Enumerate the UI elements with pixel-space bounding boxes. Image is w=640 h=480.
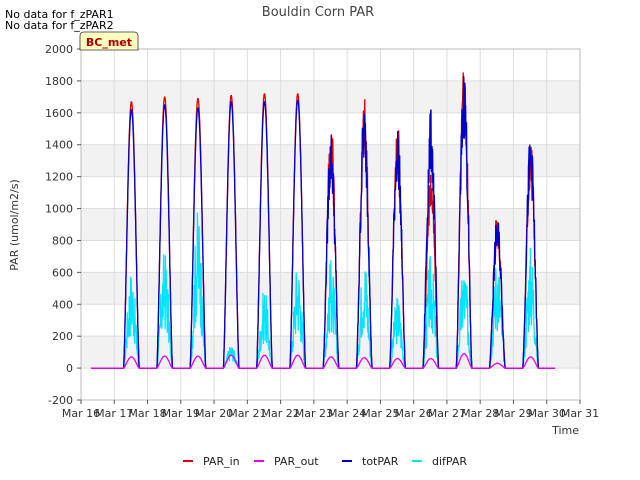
y-tick-label-400: 400 — [52, 298, 73, 311]
x-tick-label-26: Mar 26 — [395, 407, 433, 420]
plot-bands — [81, 80, 580, 369]
badge-label: BC_met — [86, 36, 132, 49]
band-800 — [81, 208, 580, 241]
no-data-note-1: No data for f_zPAR1 — [5, 8, 114, 21]
y-tick-label--200: -200 — [48, 394, 73, 407]
y-tick-label-1600: 1600 — [45, 107, 73, 120]
legend-label-difPAR: difPAR — [432, 455, 467, 468]
x-tick-label-21: Mar 21 — [228, 407, 266, 420]
y-tick-label-800: 800 — [52, 234, 73, 247]
y-axis-label: PAR (umol/m2/s) — [8, 179, 21, 271]
legend: PAR_in PAR_out totPAR difPAR — [183, 455, 467, 468]
x-tick-label-31: Mar 31 — [561, 407, 599, 420]
y-tick-label-1800: 1800 — [45, 75, 73, 88]
y-tick-label-0: 0 — [66, 362, 73, 375]
legend-label-PAR_in: PAR_in — [203, 455, 240, 468]
badge: BC_met — [79, 31, 139, 51]
no-data-note-2: No data for f_zPAR2 — [5, 19, 114, 32]
y-tick-label-200: 200 — [52, 330, 73, 343]
x-tick-label-20: Mar 20 — [195, 407, 233, 420]
y-tick-label-1400: 1400 — [45, 139, 73, 152]
x-tick-label-23: Mar 23 — [295, 407, 333, 420]
y-tick-label-1200: 1200 — [45, 171, 73, 184]
y-tick-label-2000: 2000 — [45, 43, 73, 56]
plot-frame — [80, 48, 581, 401]
x-tick-label-25: Mar 25 — [361, 407, 399, 420]
x-tick-label-17: Mar 17 — [95, 407, 133, 420]
x-tick-label-27: Mar 27 — [428, 407, 466, 420]
series-PAR_out — [91, 353, 556, 369]
y-axis-ticks: -200 0 200 400 600 800 1000 1200 1400 1600 1800 200… — [45, 43, 81, 407]
band-1600 — [81, 80, 580, 113]
badge-box — [79, 31, 139, 51]
x-axis-label: Time — [551, 424, 579, 437]
chart-title: Bouldin Corn PAR — [262, 5, 374, 20]
legend-label-PAR_out: PAR_out — [274, 455, 319, 468]
x-tick-label-29: Mar 29 — [494, 407, 532, 420]
y-tick-label-600: 600 — [52, 266, 73, 279]
x-tick-label-24: Mar 24 — [328, 407, 366, 420]
x-tick-label-18: Mar 18 — [128, 407, 166, 420]
x-tick-label-16: Mar 16 — [62, 407, 100, 420]
x-tick-label-22: Mar 22 — [261, 407, 299, 420]
x-tick-label-30: Mar 30 — [528, 407, 566, 420]
x-tick-label-19: Mar 19 — [162, 407, 200, 420]
legend-label-totPAR: totPAR — [362, 455, 399, 468]
x-tick-label-28: Mar 28 — [461, 407, 499, 420]
y-tick-label-1000: 1000 — [45, 203, 73, 216]
data-series — [91, 72, 556, 369]
